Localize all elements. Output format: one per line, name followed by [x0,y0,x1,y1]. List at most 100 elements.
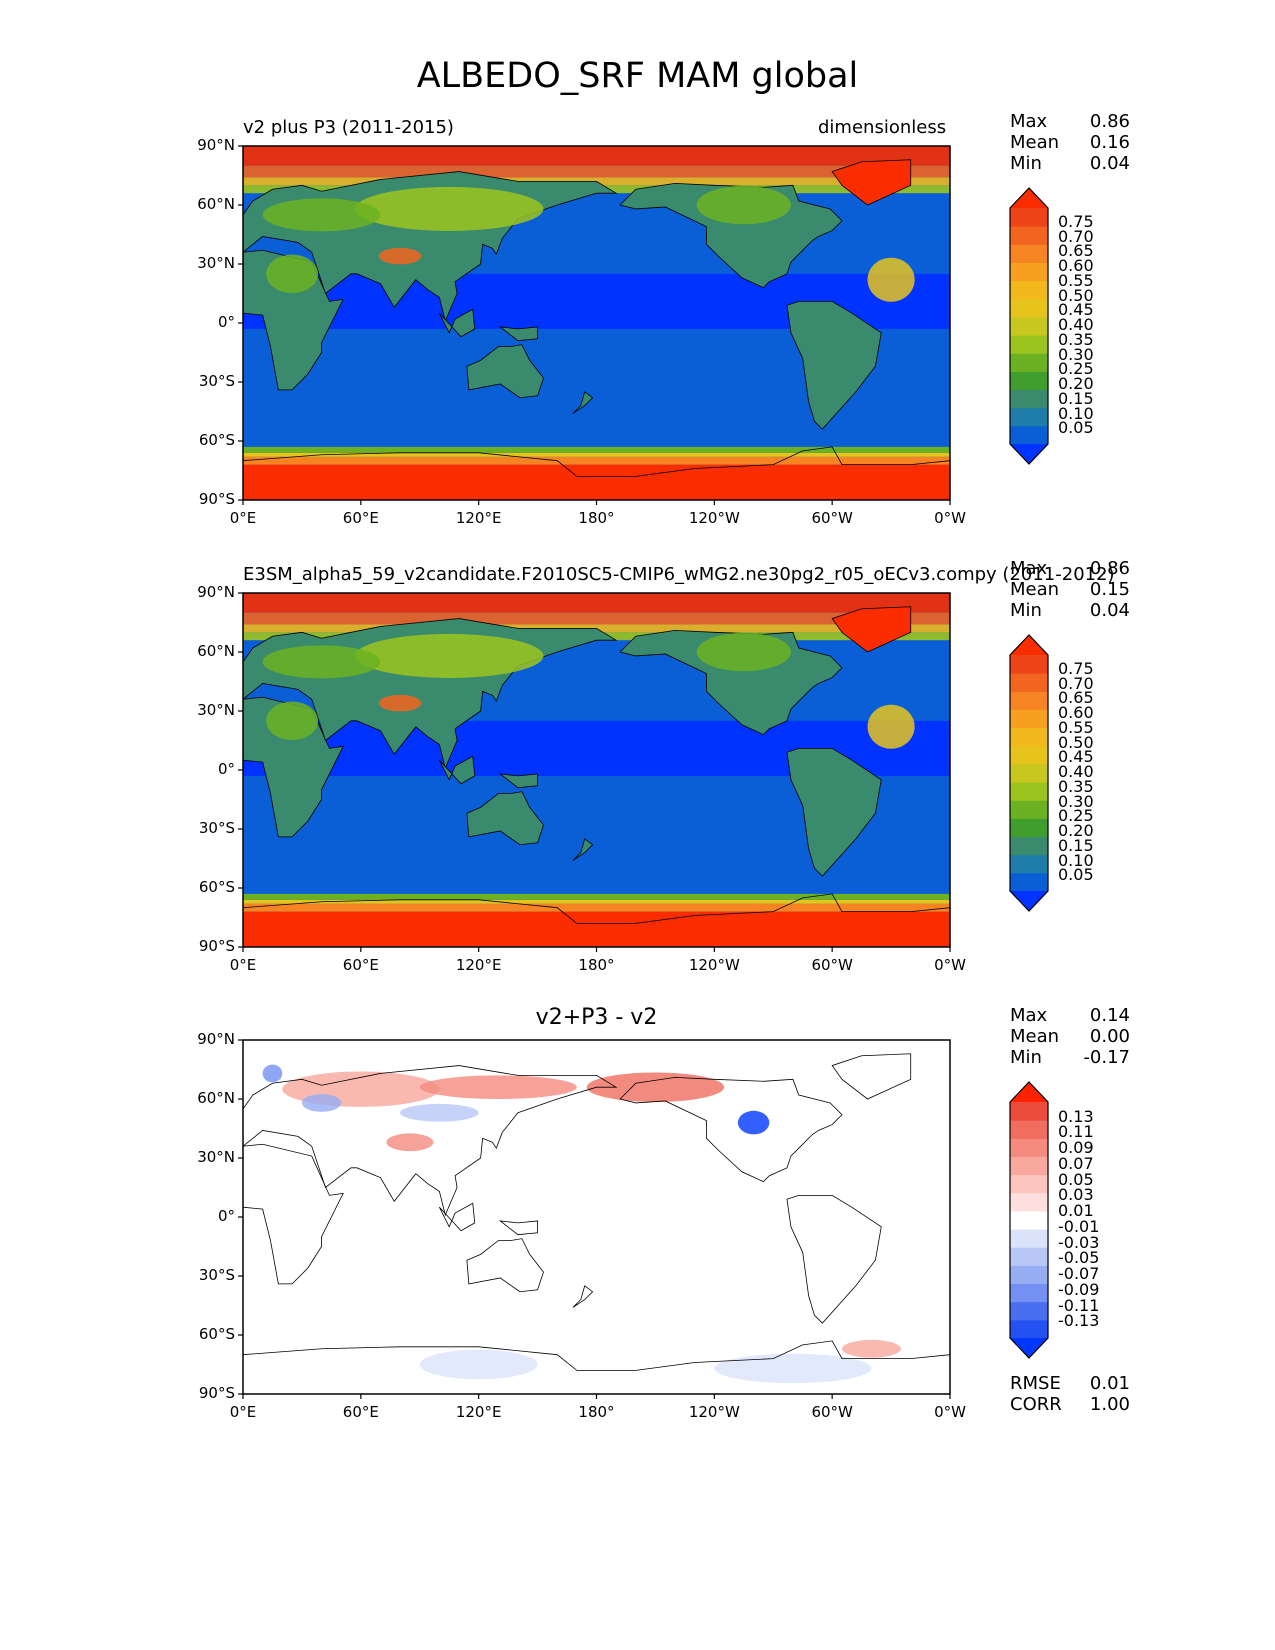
colorbar-tick-label: 0.45 [1058,300,1094,320]
lat-tick-label: 90°N [197,136,235,154]
colorbar-segment [1010,673,1048,692]
colorbar-segment [1010,872,1048,892]
lon-tick-label: 0°W [934,1403,966,1421]
stat-value: 0.15 [1089,579,1130,600]
colorbar-segment [1010,353,1048,372]
stat-label: Max [1010,1005,1048,1026]
panel-title-left: E3SM_alpha5_59_v2candidate.F2010SC5-CMIP… [243,564,1115,585]
lon-tick-label: 0°W [934,509,966,527]
lon-tick-label: 0°W [934,956,966,974]
coastline [466,1238,544,1293]
stat-label: Min [1010,153,1042,174]
colorbar-segment [1010,782,1048,801]
lat-tick-label: 90°N [197,583,235,601]
colorbar-outline [1009,187,1049,465]
colorbar-tick-label: 0.60 [1058,703,1094,722]
colorbar-tick-label: -0.09 [1058,1279,1100,1299]
colorbar-tick-label: 0.55 [1058,717,1094,737]
colorbar-tick-label: 0.60 [1058,256,1094,275]
antarctic-band [243,456,950,465]
land-mass [786,747,882,877]
difference-feature [841,1339,901,1358]
colorbar-segment [1010,763,1048,783]
panel-title-left: v2 plus P3 (2011-2015) [243,117,454,138]
difference-feature [714,1353,872,1384]
albedo-feature [867,257,915,302]
land-mass [831,606,912,653]
colorbar-tick-label: 0.50 [1058,732,1094,752]
colorbar-max-triangle [1010,188,1048,208]
lon-tick-label: 60°E [342,1403,379,1421]
lat-tick-label: 0° [217,760,235,778]
lat-tick-label: 0° [217,1207,235,1225]
lon-tick-label: 0°E [229,1403,257,1421]
lon-tick-label: 60°E [342,956,379,974]
colorbar-tick-label: 0.15 [1058,835,1094,855]
antarctic-band [243,452,950,457]
coastline [498,1220,538,1236]
stat-label: Mean [1010,1026,1060,1047]
lon-tick-label: 120°E [455,1403,502,1421]
coastline [831,1053,912,1100]
colorbar-outline [1009,1081,1049,1359]
coastline [242,1143,344,1285]
colorbar-tick-label: 0.15 [1058,388,1094,408]
difference-feature [262,1064,283,1083]
colorbar-tick-label: 0.05 [1058,1169,1094,1189]
lon-tick-label: 60°W [811,1403,853,1421]
lat-tick-label: 90°S [198,490,235,508]
albedo-feature [378,247,422,265]
coastline [572,1285,594,1308]
colorbar-tick-label: 0.40 [1058,762,1094,781]
colorbar-segment [1010,727,1048,747]
arctic-band [243,146,950,166]
colorbar-tick-label: -0.07 [1058,1264,1100,1284]
lon-tick-label: 120°W [688,509,740,527]
colorbar-min-triangle [1010,444,1048,464]
arctic-band [243,612,950,625]
albedo-feature [262,645,381,679]
colorbar-segment [1010,709,1048,729]
colorbar-tick-label: 0.01 [1058,1201,1094,1221]
land-mass [572,838,594,861]
stat-label: Mean [1010,579,1060,600]
land-mass [466,791,544,846]
land-mass [242,249,344,391]
antarctic-band [243,899,950,904]
stat-value: 0.04 [1089,153,1130,174]
lon-tick-label: 180° [578,1403,615,1421]
colorbar-segment [1010,1192,1048,1212]
lon-tick-label: 60°W [811,956,853,974]
colorbar-tick-label: 0.65 [1058,241,1094,261]
colorbar-segment [1010,389,1048,409]
colorbar-segment [1010,244,1048,263]
difference-feature [586,1072,725,1102]
colorbar-tick-label: 0.10 [1058,850,1094,870]
albedo-feature [262,198,381,232]
lon-tick-label: 60°E [342,509,379,527]
colorbar-segment [1010,800,1048,819]
colorbar-tick-label: -0.05 [1058,1248,1100,1268]
colorbar-tick-label: 0.35 [1058,329,1094,349]
land-mass [831,159,912,206]
lat-tick-label: 90°N [197,1030,235,1048]
colorbar-segment [1010,1283,1048,1303]
colorbar-segment [1010,1301,1048,1321]
stat-label: Max [1010,111,1048,132]
lon-tick-label: 60°W [811,509,853,527]
albedo-feature [867,704,915,749]
metric-value: 1.00 [1089,1394,1130,1415]
difference-feature [737,1110,770,1135]
land-mass [498,773,538,789]
colorbar-segment [1010,1229,1048,1248]
colorbar-segment [1010,1120,1048,1139]
lat-tick-label: 60°N [197,195,235,213]
stat-label: Max [1010,558,1048,579]
stat-label: Min [1010,1047,1042,1068]
colorbar-segment [1010,1174,1048,1194]
colorbar-tick-label: 0.40 [1058,315,1094,334]
